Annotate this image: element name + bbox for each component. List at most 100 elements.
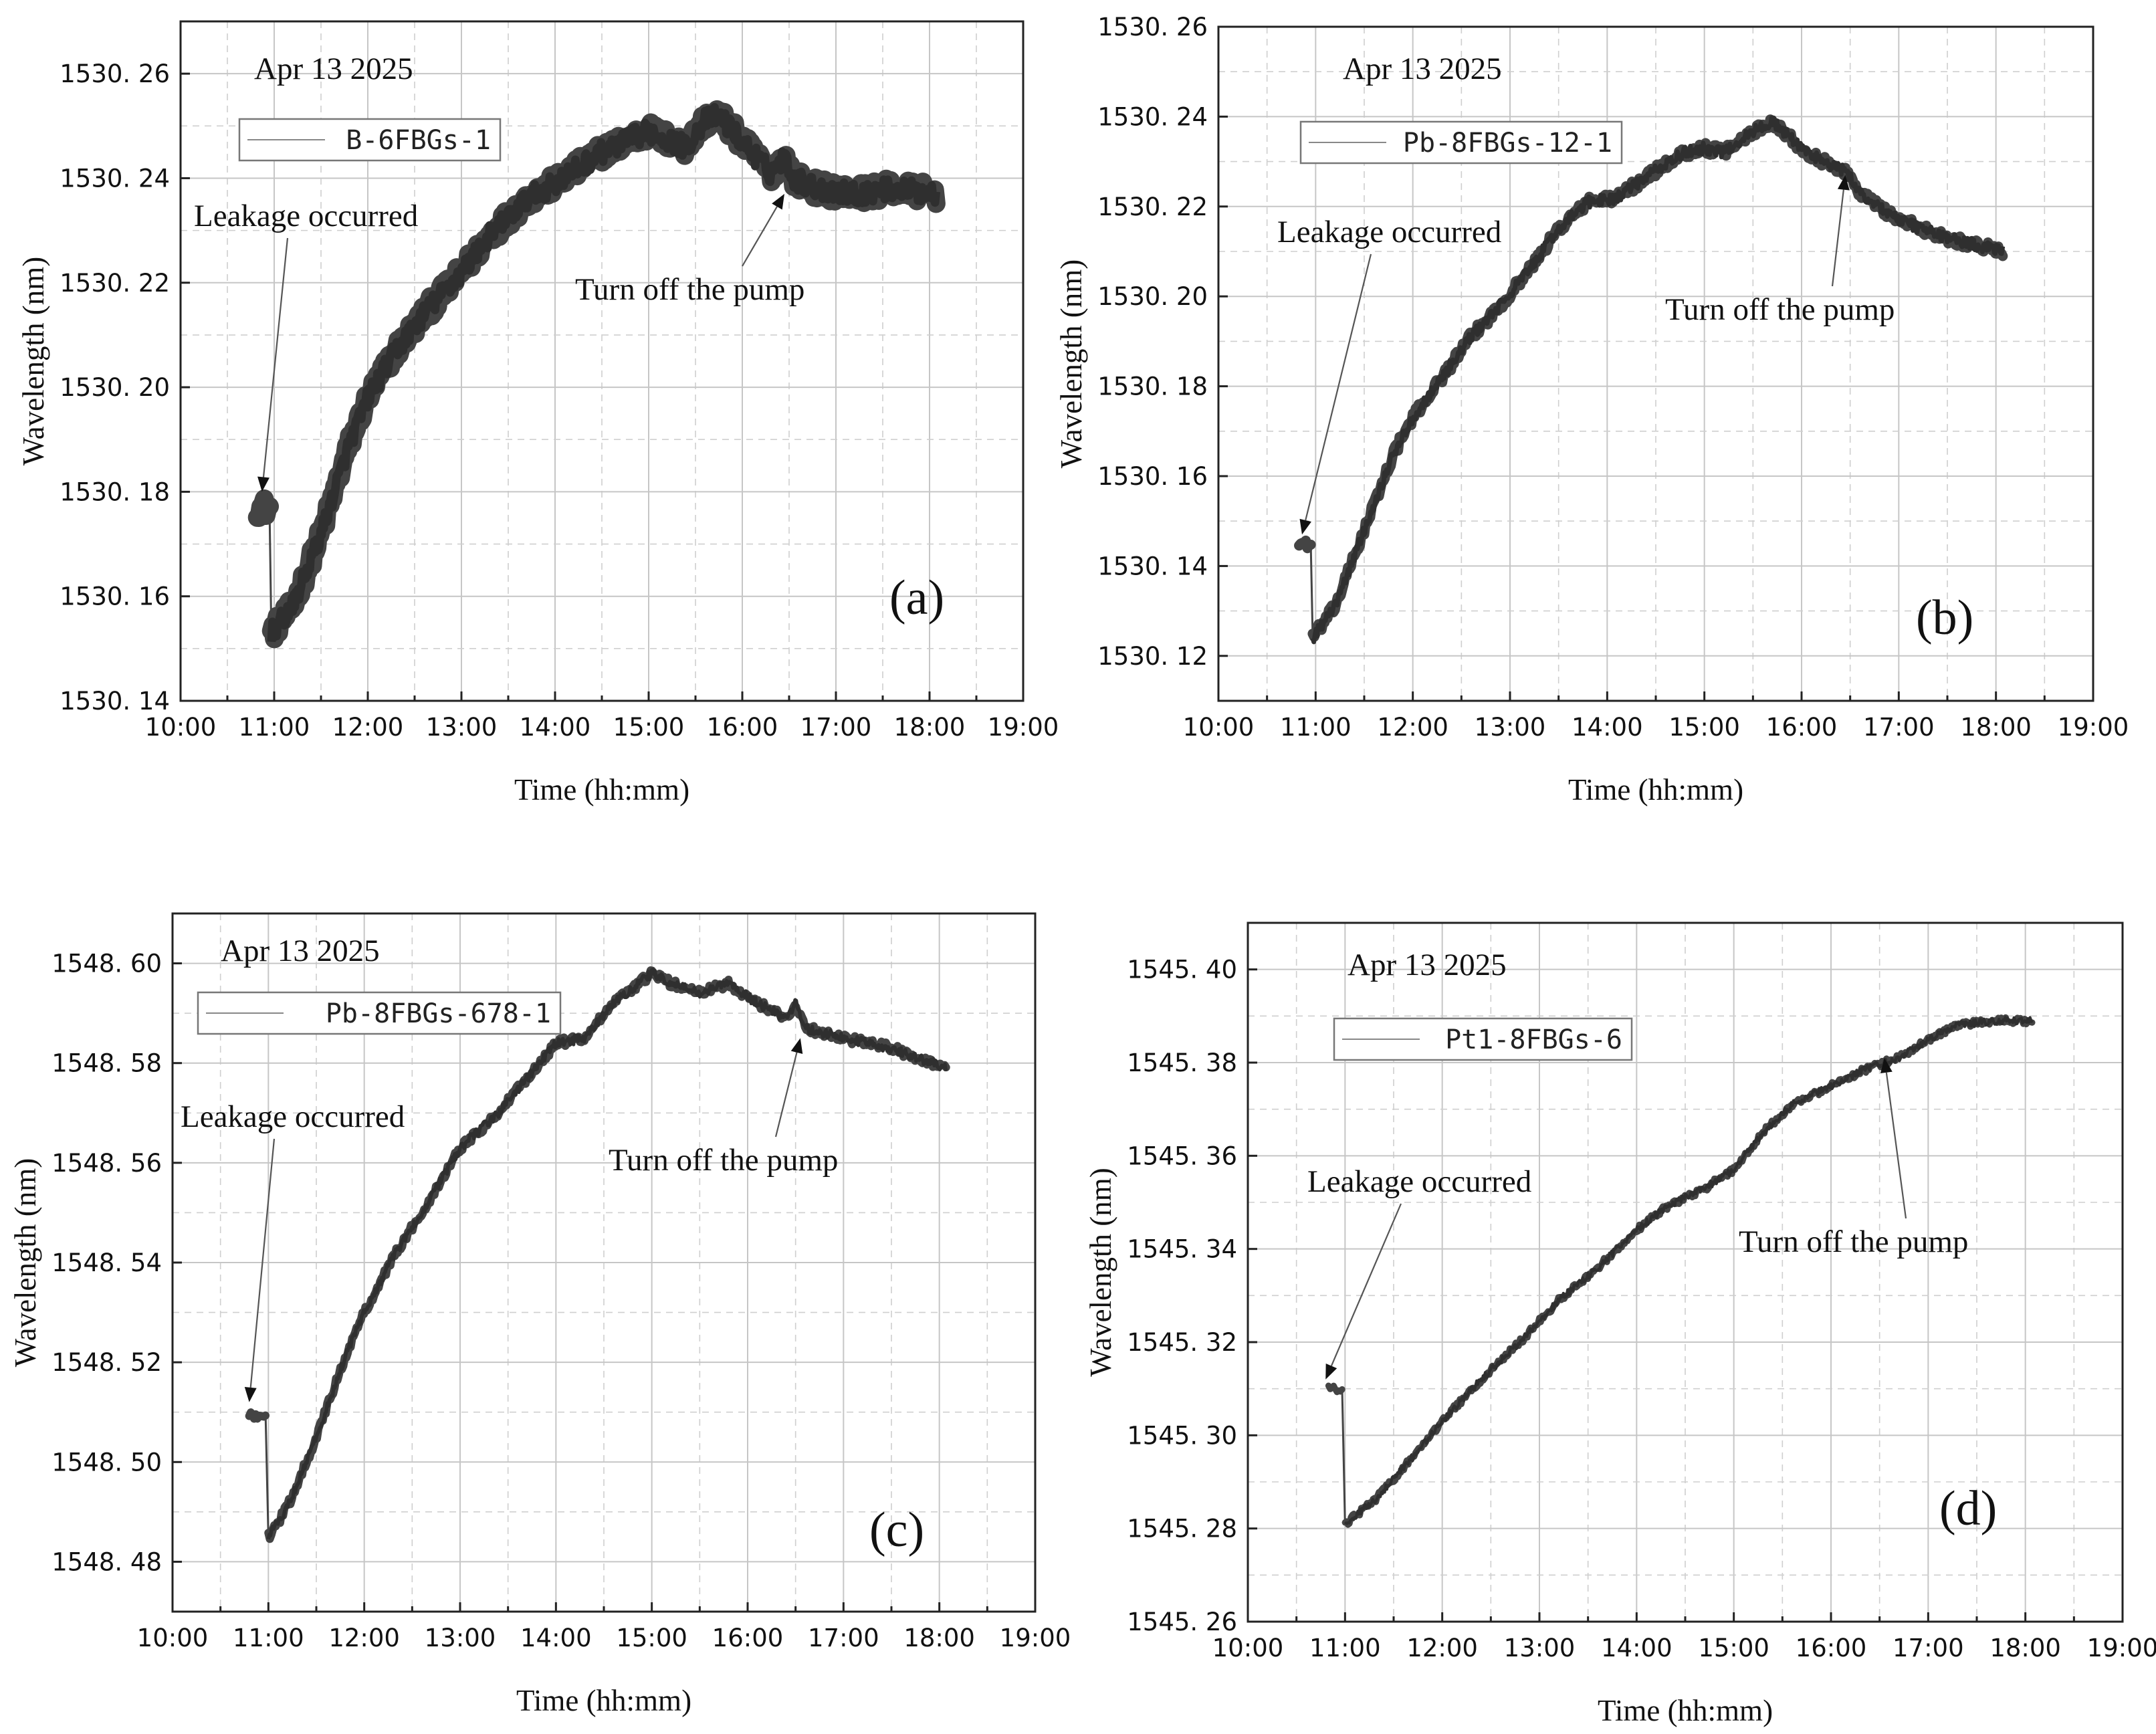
date-label: Apr 13 2025 [1343,51,1502,86]
x-tick-label: 18:00 [903,1624,975,1652]
x-tick-label: 13:00 [426,713,498,742]
panel-label: (a) [889,570,944,625]
series-before-leak [1325,1382,1345,1396]
y-tick-label: 1530. 14 [1097,552,1208,580]
y-axis-title: Wavelength (nm) [1055,259,1088,469]
series-line-core [266,967,948,1540]
y-tick-label: 1530. 18 [1097,372,1208,401]
x-tick-label: 10:00 [137,1624,209,1652]
y-tick-label: 1530. 22 [1097,193,1208,221]
x-tick-label: 10:00 [1212,1634,1284,1662]
annotation-arrow-head [790,1038,803,1054]
y-tick-label: 1530. 24 [60,164,170,193]
x-tick-label: 17:00 [1863,713,1935,742]
y-tick-label: 1548. 56 [51,1149,162,1178]
x-tick-label: 16:00 [1766,713,1838,742]
x-tick-label: 18:00 [1960,713,2032,742]
x-tick-label: 15:00 [1668,713,1740,742]
series-before-leak [247,489,280,527]
x-tick-label: 11:00 [233,1624,304,1652]
x-tick-label: 17:00 [808,1624,879,1652]
annotation-pump: Turn off the pump [575,272,804,307]
annotation-arrow-line [774,1052,798,1137]
legend: Pb-8FBGs-678-1 [197,991,562,1035]
annotation-leakage: Leakage occurred [194,199,418,233]
y-tick-label: 1545. 40 [1127,956,1237,984]
annotation-arrow-head [1837,175,1850,191]
x-tick-label: 12:00 [332,713,404,742]
x-tick-label: 14:00 [1572,713,1643,742]
x-tick-label: 10:00 [145,713,217,742]
x-tick-label: 16:00 [1796,1634,1867,1662]
x-tick-label: 15:00 [1698,1634,1769,1662]
y-tick-label: 1548. 60 [51,950,162,978]
x-tick-label: 19:00 [2058,713,2129,742]
series-before-leak [245,1408,270,1423]
x-tick-label: 14:00 [520,1624,592,1652]
series-line [264,966,950,1543]
leak-drop-line [1341,1388,1346,1524]
annotation-pump: Turn off the pump [609,1143,838,1178]
annotation-pump: Turn off the pump [1665,292,1895,327]
x-tick-label: 12:00 [1377,713,1448,742]
y-tick-label: 1530. 20 [60,373,170,402]
x-tick-label: 10:00 [1183,713,1255,742]
x-tick-label: 15:00 [613,713,685,742]
leak-drop-line [264,1412,270,1537]
y-axis-title: Wavelength (nm) [17,257,50,466]
y-tick-label: 1530. 24 [1097,102,1208,131]
x-tick-label: 13:00 [1475,713,1546,742]
annotation-arrow-line [1831,189,1844,287]
y-tick-label: 1530. 18 [60,477,170,506]
y-tick-label: 1548. 54 [51,1249,162,1277]
grid [1247,923,2123,1622]
y-tick-label: 1545. 28 [1127,1515,1237,1543]
annotation-arrow-head [1880,1058,1893,1074]
annotation-arrow-line [262,237,289,477]
y-tick-label: 1530. 22 [60,269,170,298]
legend-label: B-6FBGs-1 [346,125,491,156]
chart-panel-a: 10:00 11:00 12:00 13:00 14:00 15:00 16:00 17:00… [17,20,1059,806]
chart-panel-c: 10:00 11:00 12:00 13:00 14:00 15:00 16:00 17:00… [9,912,1071,1717]
y-axis-title: Wavelength (nm) [9,1158,42,1368]
panel-label: (d) [1939,1481,1997,1536]
panel-label: (b) [1916,590,1973,645]
x-tick-label: 16:00 [707,713,778,742]
legend-label: Pb-8FBGs-12-1 [1403,128,1612,158]
y-tick-label: 1530. 16 [60,582,170,611]
annotation-arrow-line [1885,1072,1907,1219]
series-before-leak [1294,535,1316,554]
x-tick-label: 13:00 [425,1624,496,1652]
legend-label: Pb-8FBGs-678-1 [326,998,551,1029]
panel-label: (c) [869,1503,924,1557]
date-label: Apr 13 2025 [221,934,380,968]
legend: B-6FBGs-1 [238,118,502,162]
annotation-arrow-line [1305,253,1372,521]
x-tick-label: 17:00 [800,713,872,742]
x-axis-title: Time (hh:mm) [514,773,689,806]
x-axis-title: Time (hh:mm) [1568,773,1743,806]
series-line-core [267,102,941,643]
x-tick-label: 17:00 [1893,1634,1964,1662]
annotation-pump: Turn off the pump [1739,1224,1968,1259]
x-tick-label: 14:00 [1601,1634,1673,1662]
annotation-leakage: Leakage occurred [1277,215,1501,249]
chart-panel-b: 10:00 11:00 12:00 13:00 14:00 15:00 16:00 17:00… [1055,13,2129,806]
legend: Pb-8FBGs-12-1 [1299,120,1623,165]
annotation-arrow-head [1299,518,1311,535]
x-tick-label: 19:00 [1000,1624,1071,1652]
annotation-arrow-head [257,476,270,492]
y-tick-label: 1545. 36 [1127,1142,1237,1170]
date-label: Apr 13 2025 [254,51,413,86]
annotation-arrow-head [1325,1363,1337,1380]
x-axis-title: Time (hh:mm) [1598,1694,1773,1727]
y-tick-label: 1545. 38 [1127,1049,1237,1077]
series-line [1341,1014,2036,1528]
x-tick-label: 12:00 [328,1624,400,1652]
annotation-leakage: Leakage occurred [1307,1164,1531,1199]
y-tick-label: 1530. 26 [60,60,170,88]
y-tick-label: 1530. 20 [1097,282,1208,311]
x-axis-title: Time (hh:mm) [516,1684,691,1717]
x-tick-label: 16:00 [712,1624,784,1652]
